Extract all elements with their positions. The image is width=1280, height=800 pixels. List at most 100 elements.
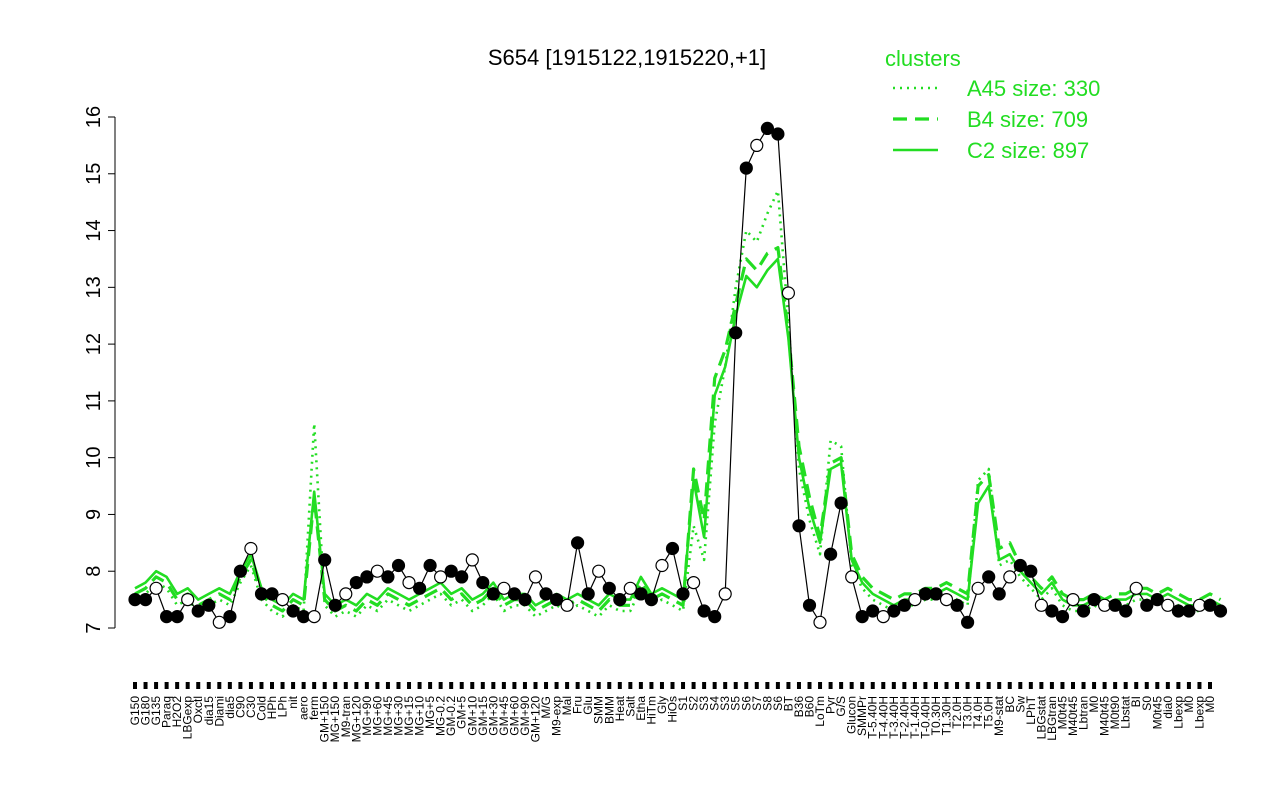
x-tick-label: HPh: [265, 696, 279, 719]
x-tick-label: M0: [1182, 696, 1196, 713]
x-tick-label: T-4.40H: [876, 696, 890, 739]
data-point: [855, 609, 869, 624]
x-tick-label: M0t45: [1056, 696, 1070, 730]
x-tick-label: S2: [687, 696, 701, 711]
data-point: [191, 604, 205, 618]
data-point: [202, 598, 216, 612]
data-point: [339, 587, 353, 601]
x-tick-label: T-1.40H: [908, 696, 922, 739]
x-tick-label: dia0: [1161, 696, 1175, 719]
x-tick-label: GM+30: [486, 696, 500, 736]
data-point: [1066, 592, 1080, 607]
legend-entry-label: A45 size: 330: [967, 76, 1100, 101]
data-point: [876, 609, 890, 624]
x-tick-label: M0t45: [1150, 696, 1164, 730]
x-tick-label: M/G: [539, 696, 553, 719]
data-point: [181, 592, 195, 607]
x-tick-label: S8: [760, 696, 774, 711]
x-tick-label: G/S: [834, 696, 848, 717]
data-point: [539, 587, 553, 601]
x-tick-label: SMM: [592, 696, 606, 724]
data-point: [570, 536, 585, 550]
x-tick-label: Lbexp: [1171, 696, 1185, 729]
x-tick-label: M0: [1203, 696, 1217, 713]
x-tick-label: GM+5: [455, 696, 469, 729]
data-point: [845, 570, 859, 584]
x-tick-label: Oxctl: [191, 696, 205, 723]
data-point: [739, 161, 753, 175]
data-point: [328, 598, 342, 612]
x-tick-label: T5.0H: [982, 696, 996, 729]
data-point: [1161, 598, 1175, 612]
data-point: [581, 587, 595, 601]
x-tick-label: ferm: [307, 696, 321, 720]
x-tick-label: nit: [286, 695, 300, 708]
x-tick-label: Fru: [571, 696, 585, 714]
x-tick-label: Glu: [581, 696, 595, 715]
data-point: [676, 587, 690, 601]
x-tick-label: GM+15: [476, 696, 490, 736]
data-point: [992, 587, 1006, 601]
x-tick-label: B60: [803, 696, 817, 718]
data-point: [265, 587, 279, 601]
x-tick-label: Lbexp: [1193, 696, 1207, 729]
x-tick-label: MG+15: [402, 696, 416, 736]
x-tick-label: B36: [792, 696, 806, 718]
x-tick-label: Etha: [634, 696, 648, 721]
data-point: [792, 519, 806, 533]
data-point: [360, 570, 374, 584]
data-point: [718, 587, 732, 601]
data-point: [170, 609, 184, 624]
x-tick-label: LPh: [276, 696, 290, 717]
data-point: [1129, 581, 1143, 595]
legend: clusters A45 size: 330 B4 size: 709 C2 siz…: [885, 46, 1100, 163]
data-point: [465, 553, 479, 567]
x-tick-label: M0: [1087, 696, 1101, 713]
x-tick-label: GM+90: [518, 696, 532, 736]
x-tick-label: M40t45: [1066, 696, 1080, 736]
data-point: [592, 564, 606, 578]
x-tick-label: S6: [739, 696, 753, 711]
data-point: [971, 581, 985, 595]
x-tick-label: T-2.40H: [897, 696, 911, 739]
data-point: [665, 541, 680, 556]
data-point: [1119, 604, 1133, 618]
x-tick-label: M9-tran: [339, 696, 353, 737]
data-point: [887, 604, 901, 618]
legend-title: clusters: [885, 46, 961, 71]
x-tick-label: T-5.40H: [866, 696, 880, 739]
x-tick-label: T4.0H: [971, 696, 985, 729]
data-point: [1150, 592, 1164, 607]
x-tick-label: GM+45: [497, 696, 511, 736]
legend-entry-label: C2 size: 897: [967, 138, 1089, 163]
data-point: [771, 127, 785, 141]
x-tick-label: S5: [729, 696, 743, 711]
data-point: [729, 326, 743, 340]
data-point: [781, 286, 796, 300]
x-tick-label: S0: [1140, 696, 1154, 711]
x-tick-label: Sw: [1013, 696, 1027, 713]
data-point: [444, 564, 458, 578]
x-tick-label: BMM: [602, 696, 616, 724]
data-point: [908, 592, 922, 607]
data-point: [1055, 609, 1070, 624]
x-tick-label: dia5: [223, 696, 237, 719]
data-point: [560, 598, 574, 612]
data-point: [476, 575, 490, 590]
data-point: [1203, 598, 1217, 612]
data-point: [549, 592, 564, 607]
data-point: [802, 598, 817, 612]
data-point: [1140, 598, 1154, 612]
data-point: [149, 581, 163, 595]
y-tick-label: 11: [83, 391, 105, 412]
x-tick-label: Salt: [623, 695, 637, 716]
data-point: [897, 598, 912, 612]
data-point: [518, 592, 532, 607]
data-point: [286, 604, 300, 618]
x-tick-label: MG+90: [360, 696, 374, 736]
x-tick-label: MG+10: [413, 696, 427, 736]
x-tick-label: S4: [708, 696, 722, 711]
x-tick-label: LPhT: [1024, 695, 1038, 724]
data-point: [644, 592, 659, 607]
x-tick-label: BT: [781, 695, 795, 711]
